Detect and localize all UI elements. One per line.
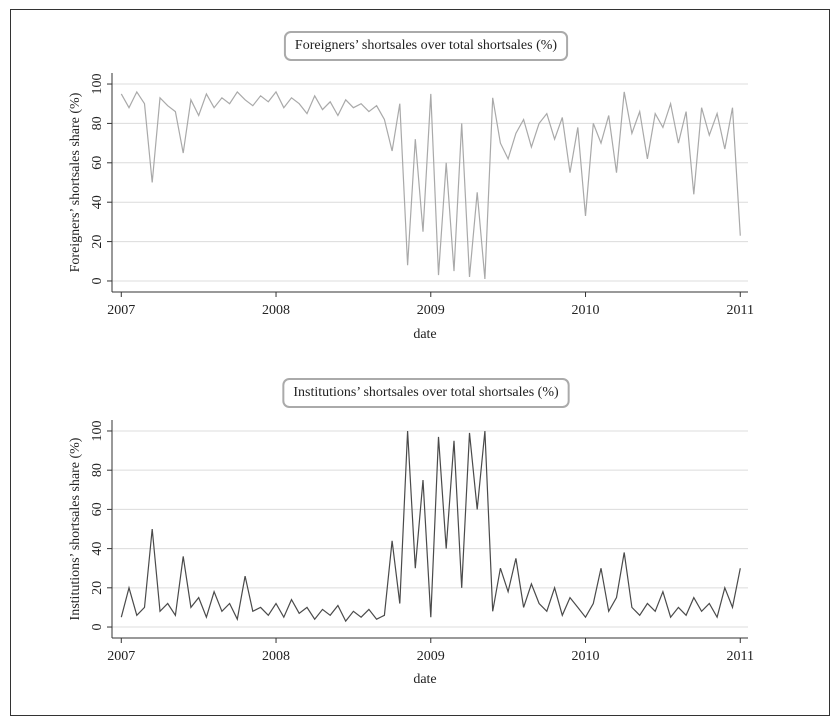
data-line [120, 430, 741, 623]
x-tick-label: 2007 [107, 303, 135, 318]
y-tick-label: 80 [90, 116, 105, 130]
x-tick-label: 2009 [417, 303, 445, 318]
y-tick-label: 100 [90, 420, 105, 441]
data-line [120, 90, 741, 280]
y-tick-label: 20 [90, 581, 105, 595]
x-tick-label: 2008 [262, 649, 290, 664]
y-axis-label: Institutions’ shortsales share (%) [68, 437, 83, 620]
y-axis-label: Foreigners’ shortsales share (%) [68, 92, 83, 272]
title-box [283, 31, 569, 61]
x-tick-label: 2008 [262, 303, 290, 318]
x-tick-label: 2011 [727, 303, 754, 318]
y-tick-label: 0 [90, 624, 105, 631]
x-tick-label: 2009 [417, 649, 445, 664]
x-tick-label: 2007 [107, 649, 135, 664]
y-tick-label: 0 [90, 277, 105, 284]
y-tick-label: 40 [90, 195, 105, 209]
x-tick-label: 2010 [572, 649, 600, 664]
x-axis-label: date [413, 672, 436, 687]
chart-title: Institutions’ shortsales over total shor… [293, 385, 559, 400]
y-tick-label: 20 [90, 235, 105, 249]
y-tick-label: 40 [90, 542, 105, 556]
x-tick-label: 2010 [572, 303, 600, 318]
title-box [282, 378, 570, 408]
y-tick-label: 60 [90, 156, 105, 170]
y-tick-label: 60 [90, 502, 105, 516]
x-tick-label: 2011 [727, 649, 754, 664]
chart-title: Foreigners’ shortsales over total shorts… [295, 38, 558, 53]
y-tick-label: 80 [90, 463, 105, 477]
y-tick-label: 100 [90, 74, 105, 95]
x-axis-label: date [413, 327, 436, 342]
frame [10, 9, 830, 716]
